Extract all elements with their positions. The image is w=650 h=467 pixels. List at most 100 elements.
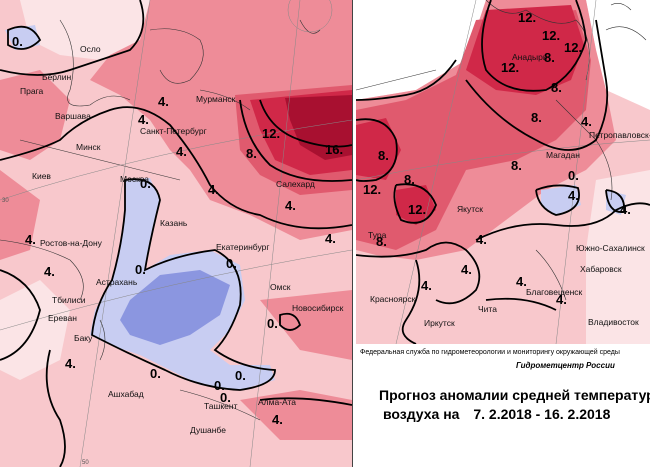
city-label: Красноярск xyxy=(370,294,416,304)
anomaly-12-16-area xyxy=(356,118,401,180)
isoline-label: 4. xyxy=(461,262,472,277)
isoline-label: 4. xyxy=(208,182,219,197)
left-map-svg: 0. 4. 4. 4. 12. 8. 16. 4. 4. 0. 4. 0. 4.… xyxy=(0,0,352,467)
city-label: Осло xyxy=(80,44,101,54)
near-zero-area xyxy=(586,170,650,344)
city-label: Душанбе xyxy=(190,425,226,435)
right-anomaly-map: 12. 12. 12. 12. 8. 8. 8. 12. 8. 12. 8. 8… xyxy=(356,0,650,467)
isoline-label: 4. xyxy=(44,264,55,279)
isoline-label: 12. xyxy=(408,202,426,217)
anomaly-16-plus-area xyxy=(285,95,352,160)
isoline-label: 0. xyxy=(135,262,146,277)
map-title-line1: Прогноз аномалии средней температуры xyxy=(379,387,650,403)
isoline-label: 12. xyxy=(564,40,582,55)
city-label: Санкт-Петербург xyxy=(140,126,207,136)
negative-anomaly-area xyxy=(541,185,581,215)
isoline-label: 8. xyxy=(531,110,542,125)
city-label: Хабаровск xyxy=(580,264,622,274)
isoline-label: 0. xyxy=(214,378,225,393)
isoline-label: 0. xyxy=(140,176,151,191)
no-data-area xyxy=(356,0,486,100)
isoline-label: 0. xyxy=(235,368,246,383)
isolines xyxy=(356,0,650,344)
city-label: Анадырь xyxy=(512,52,548,62)
city-label: Астрахань xyxy=(96,277,138,287)
caption-panel xyxy=(356,344,650,467)
city-label: Варшава xyxy=(55,111,91,121)
city-label: Петропавловск-Камчатский xyxy=(589,130,650,140)
graticule xyxy=(356,0,650,344)
anomaly-4-8-area xyxy=(0,170,40,260)
negative-anomaly-4-8-area xyxy=(120,270,230,345)
city-label: Берлин xyxy=(42,72,71,82)
city-label: Чита xyxy=(478,304,497,314)
panel-separator xyxy=(352,0,357,467)
isoline-label: 4. xyxy=(516,274,527,289)
title-prefix: воздуха на xyxy=(383,406,460,422)
city-label: Прага xyxy=(20,86,43,96)
anomaly-4-8-area xyxy=(260,290,352,360)
isoline-label: 4. xyxy=(421,278,432,293)
city-label: Ереван xyxy=(48,313,77,323)
city-label: Мурманск xyxy=(196,94,236,104)
negative-anomaly-area xyxy=(5,25,40,50)
anomaly-4-8-area xyxy=(240,390,352,440)
city-label: Магадан xyxy=(546,150,580,160)
title-period: 7. 2.2018 - 16. 2.2018 xyxy=(473,406,611,422)
isoline-label: 4. xyxy=(272,412,283,427)
city-label: Тура xyxy=(368,230,387,240)
isoline-label: 8. xyxy=(511,158,522,173)
isoline-label: 4. xyxy=(325,231,336,246)
isoline-label: 12. xyxy=(363,182,381,197)
isoline-label: 16. xyxy=(325,142,343,157)
isoline-label: 4. xyxy=(568,188,579,203)
city-label: Киев xyxy=(32,171,51,181)
city-label: Южно-Сахалинск xyxy=(576,243,645,253)
isoline-label: 0. xyxy=(226,256,237,271)
isoline-label: 8. xyxy=(246,146,257,161)
left-anomaly-map: 0. 4. 4. 4. 12. 8. 16. 4. 4. 0. 4. 0. 4.… xyxy=(0,0,352,467)
isoline-label: 8. xyxy=(378,148,389,163)
isoline-label: 0. xyxy=(12,34,23,49)
isoline-label: 0. xyxy=(150,366,161,381)
map-title-line2: воздуха на 7. 2.2018 - 16. 2.2018 xyxy=(383,406,620,422)
anomaly-12-16-area xyxy=(466,5,584,95)
near-zero-area xyxy=(20,0,150,60)
agency-credit: Федеральная служба по гидрометеорологии … xyxy=(360,349,620,356)
near-zero-area xyxy=(0,280,70,380)
city-label: Тбилиси xyxy=(52,295,86,305)
city-label: Омск xyxy=(270,282,291,292)
isoline-label: 8. xyxy=(544,50,555,65)
isoline-label: 12. xyxy=(501,60,519,75)
isoline-label: 8. xyxy=(551,80,562,95)
isoline-label: 4. xyxy=(176,144,187,159)
city-label: Салехард xyxy=(276,179,315,189)
isoline-label: 12. xyxy=(542,28,560,43)
isoline-label: 4. xyxy=(138,112,149,127)
isoline-label: 0. xyxy=(220,390,231,405)
isoline-label: 4. xyxy=(285,198,296,213)
city-label: Баку xyxy=(74,333,93,343)
city-label: Екатеринбург xyxy=(216,242,269,252)
isolines xyxy=(0,0,352,467)
no-data-area xyxy=(586,0,650,110)
isoline-label: 12. xyxy=(518,10,536,25)
isoline-label: 8. xyxy=(376,234,387,249)
city-label: Казань xyxy=(160,218,188,228)
right-map-svg: 12. 12. 12. 12. 8. 8. 8. 12. 8. 12. 8. 8… xyxy=(356,0,650,344)
grid-label: 50 xyxy=(82,460,89,466)
city-label: Якутск xyxy=(457,204,483,214)
city-label: Алма-Ата xyxy=(258,397,296,407)
city-label: Минск xyxy=(76,142,101,152)
anomaly-4-8-area xyxy=(0,70,70,160)
grid-label: 30 xyxy=(2,198,9,204)
city-label: Владивосток xyxy=(588,317,639,327)
isoline-label: 4. xyxy=(476,232,487,247)
isoline-label: 4. xyxy=(620,202,631,217)
city-label: Ростов-на-Дону xyxy=(40,238,103,248)
city-label: Ташкент xyxy=(204,401,238,411)
graticule xyxy=(0,0,352,467)
isoline-label: 4. xyxy=(581,114,592,129)
right-city-labels: Анадырь Петропавловск-Камчатский Магадан… xyxy=(368,52,650,328)
city-label: Благовещенск xyxy=(526,287,583,297)
